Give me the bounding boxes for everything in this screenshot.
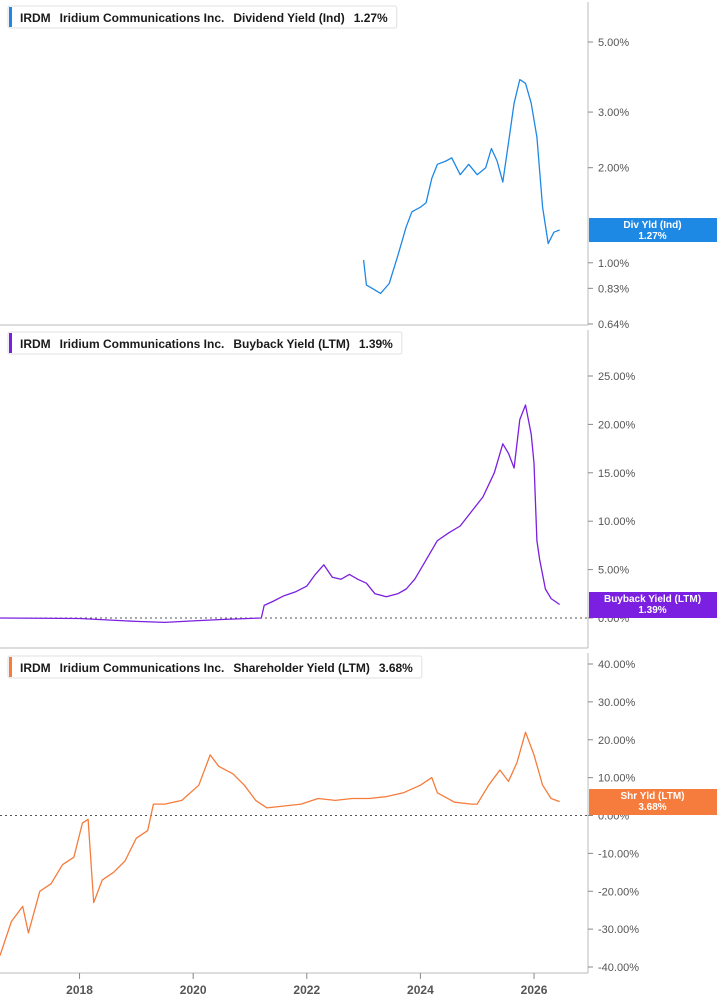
y-tick-label: 0.83% <box>598 283 629 295</box>
y-tick-label: 15.00% <box>598 468 636 480</box>
x-tick-label: 2020 <box>180 983 207 997</box>
legend-last-value: 1.27% <box>354 11 388 25</box>
buyback-yield-panel: 25.00%20.00%15.00%10.00%5.00%0.00%IRDM Ir… <box>0 330 717 649</box>
legend-company: Iridium Communications Inc. <box>60 337 225 351</box>
value-tag-bg <box>589 218 717 242</box>
series-line-dividend <box>362 78 560 295</box>
series-line-shareholder <box>0 731 560 956</box>
x-tick-label: 2018 <box>66 983 93 997</box>
legend-metric: Buyback Yield (LTM) <box>233 337 349 351</box>
legend-last-value: 1.39% <box>359 337 393 351</box>
y-tick-label: 2.00% <box>598 163 629 175</box>
x-tick-label: 2022 <box>293 983 320 997</box>
y-tick-label: 5.00% <box>598 565 629 577</box>
value-tag-value: 1.27% <box>638 231 666 242</box>
dividend-yield-panel: 5.00% 3.00% 2.00% 1.00% 0.83% 0.64% IRDM Iridiu… <box>0 2 717 331</box>
x-tick-label: 2026 <box>521 983 548 997</box>
y-tick-label: 1.00% <box>598 258 629 270</box>
shareholder-yield-panel: 40.00%30.00%20.00%10.00%0.00%-10.00%-20.… <box>0 653 717 974</box>
y-tick-label: 10.00% <box>598 516 636 528</box>
legend: IRDM Iridium Communications Inc. Dividend … <box>7 5 398 29</box>
y-tick-label: -20.00% <box>598 886 639 898</box>
y-tick-label: -10.00% <box>598 848 639 860</box>
y-tick-label: 10.00% <box>598 773 636 785</box>
legend-ticker: IRDM <box>20 11 51 25</box>
legend-box <box>7 331 403 355</box>
legend-company: Iridium Communications Inc. <box>60 661 225 675</box>
value-tag-bg <box>589 789 717 815</box>
legend-company: Iridium Communications Inc. <box>60 11 225 25</box>
value-tag: Buyback Yield (LTM)1.39% <box>589 592 717 618</box>
legend-box <box>7 655 423 679</box>
value-tag: Div Yld (Ind)1.27% <box>589 218 717 242</box>
value-tag-bg <box>589 592 717 618</box>
value-tag-label: Shr Yld (LTM) <box>620 791 684 802</box>
legend-last-value: 3.68% <box>379 661 413 675</box>
x-axis: 2018 2020 2022 2024 2026 <box>0 972 588 997</box>
legend-color-swatch <box>9 657 12 677</box>
y-tick-label: -30.00% <box>598 924 639 936</box>
value-tag-label: Buyback Yield (LTM) <box>604 594 701 605</box>
legend: IRDM Iridium Communications Inc. Sharehold… <box>7 655 423 679</box>
legend-ticker: IRDM <box>20 337 51 351</box>
legend: IRDM Iridium Communications Inc. Buyback Y… <box>7 331 403 355</box>
legend-metric: Dividend Yield (Ind) <box>233 11 344 25</box>
y-tick-label: 40.00% <box>598 659 636 671</box>
legend-box <box>7 5 398 29</box>
y-tick-label: 30.00% <box>598 697 636 709</box>
value-tag-value: 1.39% <box>638 605 666 616</box>
y-tick-label: 5.00% <box>598 37 629 49</box>
legend-ticker: IRDM <box>20 661 51 675</box>
y-tick-label: -40.00% <box>598 962 639 974</box>
legend-metric: Shareholder Yield (LTM) <box>233 661 369 675</box>
legend-color-swatch <box>9 7 12 27</box>
y-tick-label: 20.00% <box>598 735 636 747</box>
value-tag-value: 3.68% <box>638 802 666 813</box>
y-tick-label: 25.00% <box>598 371 636 383</box>
legend-color-swatch <box>9 333 12 353</box>
x-tick-label: 2024 <box>407 983 434 997</box>
y-tick-label: 0.64% <box>598 319 629 331</box>
series-line-buyback <box>0 404 560 624</box>
value-tag-label: Div Yld (Ind) <box>623 220 681 231</box>
value-tag: Shr Yld (LTM)3.68% <box>589 789 717 815</box>
y-tick-label: 3.00% <box>598 107 629 119</box>
y-tick-label: 20.00% <box>598 419 636 431</box>
